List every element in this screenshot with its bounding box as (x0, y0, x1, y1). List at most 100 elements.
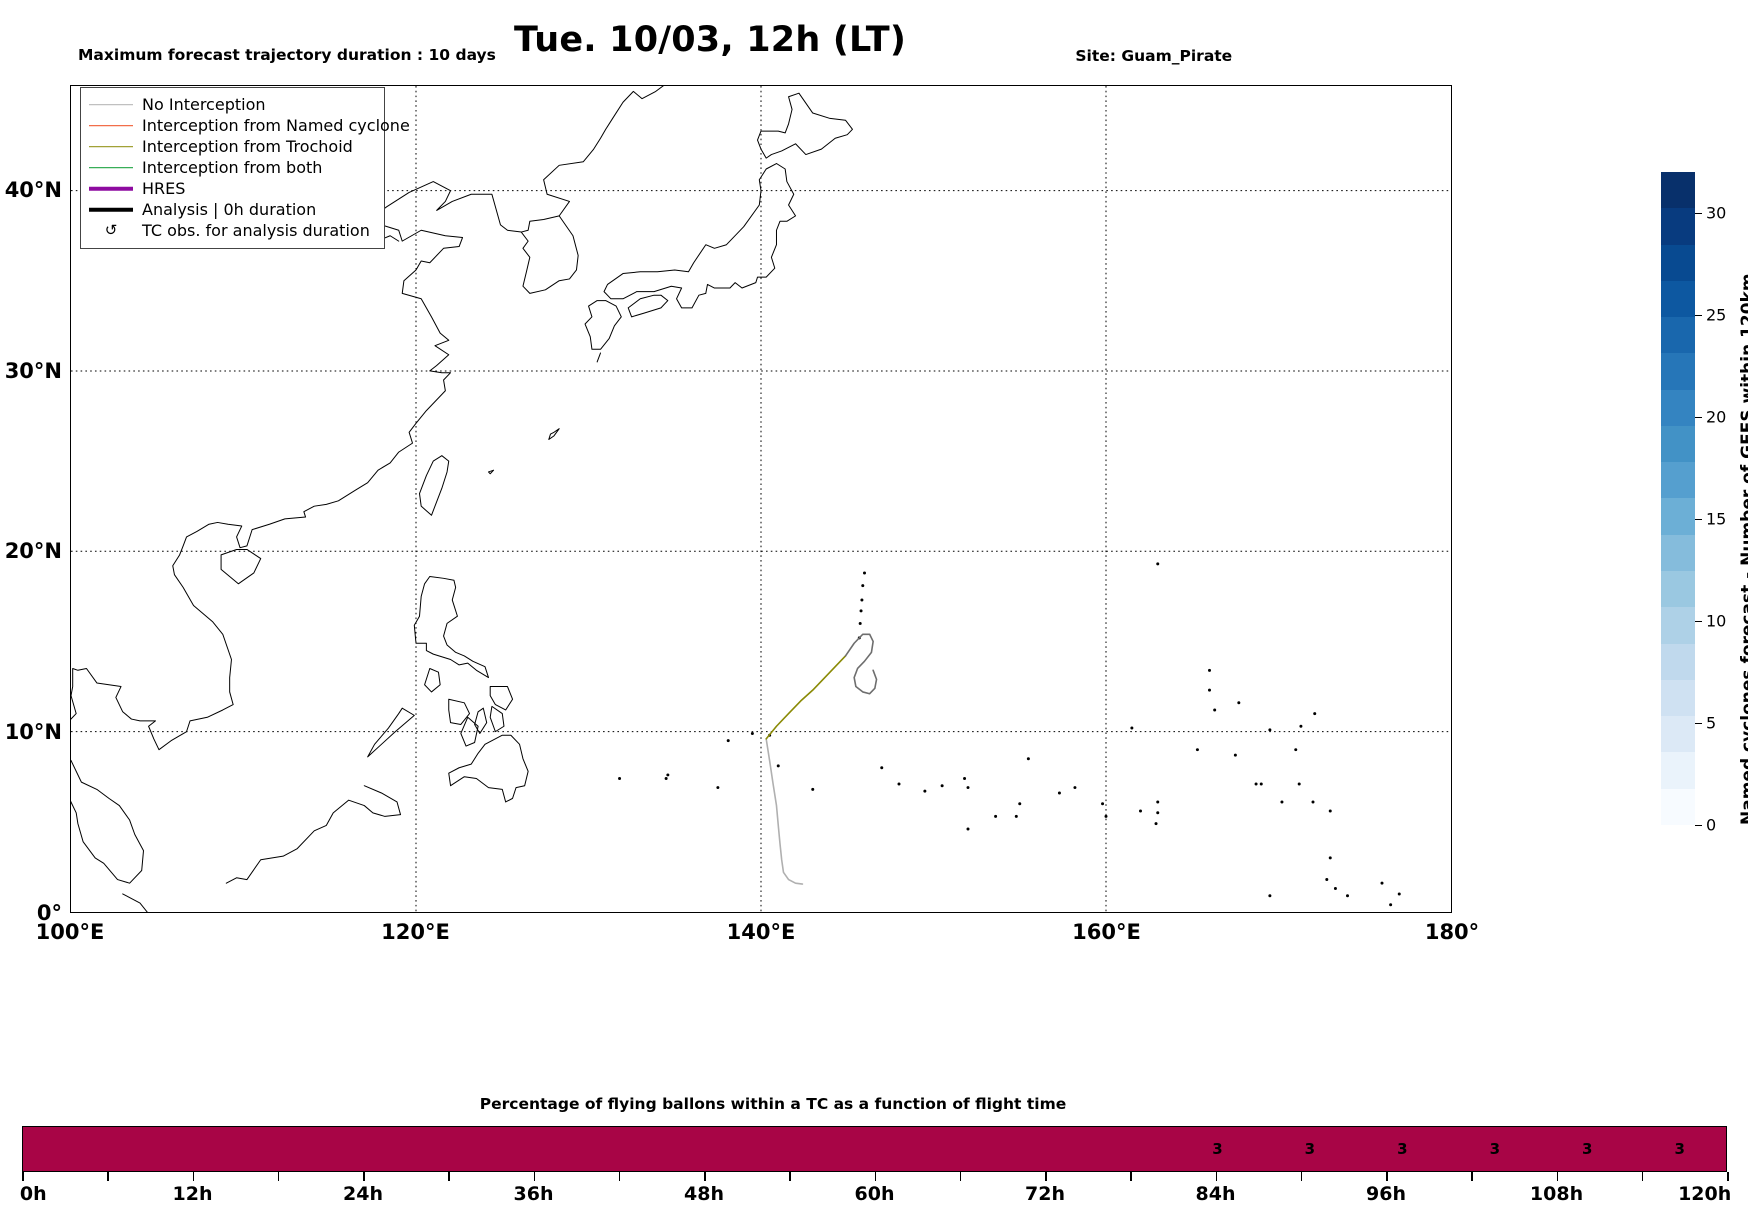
island-marker (1328, 809, 1332, 813)
percentage-bar-cell: 3 (1171, 1127, 1264, 1171)
percentage-bar-cell (1089, 1127, 1172, 1171)
legend-color-swatch (89, 140, 133, 154)
legend-item: Analysis | 0h duration (89, 199, 376, 220)
colorbar-tick (1695, 620, 1702, 623)
y-tick-label: 20°N (4, 539, 62, 564)
percentage-axis-tick (1300, 1172, 1303, 1181)
colorbar-gradient (1661, 172, 1695, 825)
percentage-bar-cell (1007, 1127, 1090, 1171)
island-marker (1156, 811, 1160, 815)
island-marker (1026, 757, 1030, 761)
island-marker (1389, 903, 1393, 907)
coastline-segment (448, 698, 471, 725)
coastline-segment (548, 428, 560, 440)
x-tick-label: 120°E (381, 920, 450, 944)
colorbar-tick (1695, 825, 1702, 827)
island-marker (1208, 688, 1211, 692)
percentage-bar-cell: 3 (1633, 1127, 1726, 1171)
island-marker (897, 782, 901, 786)
percentage-bar-cell (433, 1127, 516, 1171)
island-marker (1156, 800, 1160, 804)
island-marker (940, 784, 944, 788)
colorbar-segment (1661, 244, 1695, 281)
island-marker (1014, 814, 1018, 818)
colorbar-tick (1695, 722, 1702, 725)
legend-item: No Interception (89, 94, 376, 115)
colorbar-segment (1661, 607, 1695, 644)
percentage-axis-tick (1045, 1172, 1047, 1181)
island-marker (666, 773, 670, 777)
island-marker (1233, 753, 1237, 757)
percentage-bar-cell (761, 1127, 844, 1171)
percentage-bar-cell (925, 1127, 1008, 1171)
island-marker (750, 731, 754, 735)
island-marker (923, 789, 927, 793)
colorbar-tick-label: 15 (1706, 509, 1727, 529)
percentage-axis-tick (22, 1172, 24, 1181)
legend-color-swatch (89, 182, 133, 196)
percentage-bar-caption: Percentage of flying ballons within a TC… (479, 1095, 1067, 1113)
colorbar-segment (1661, 788, 1695, 825)
percentage-bar-cell (597, 1127, 680, 1171)
map-canvas (71, 86, 1451, 912)
legend-item-label: HRES (142, 179, 186, 198)
island-marker (1333, 887, 1337, 891)
colorbar-segment (1661, 534, 1695, 572)
coastline-segment (71, 181, 522, 884)
legend-item-label: TC obs. for analysis duration (142, 221, 370, 240)
colorbar-tick-label: 25 (1706, 305, 1727, 325)
island-marker (1213, 708, 1217, 712)
island-marker (1268, 894, 1272, 898)
trajectory-path (765, 738, 804, 885)
percentage-axis-tick (959, 1172, 962, 1181)
coastline-segment (757, 92, 853, 159)
legend-item: Interception from Trochoid (89, 136, 376, 157)
percentage-axis-tick (107, 1172, 109, 1181)
percentage-axis-label: 0h (19, 1183, 47, 1205)
y-tick-label: 0° (36, 901, 62, 925)
percentage-bar-axis: 0h 12h 24h 36h 48h 60h 72h 84h 96h 108h 120h (19, 1172, 1731, 1212)
island-marker (1380, 881, 1384, 885)
colorbar-segment (1661, 643, 1695, 680)
colorbar-tick-label: 5 (1706, 713, 1717, 733)
trajectory-path (765, 655, 847, 740)
island-marker (880, 766, 884, 770)
coastline-segment (474, 707, 488, 734)
percentage-bar-cell: 3 (1263, 1127, 1357, 1171)
island-marker (1313, 712, 1317, 716)
coastline-segment (584, 300, 622, 350)
x-tick-label: 140°E (726, 920, 796, 944)
island-marker (1297, 782, 1301, 786)
percentage-bar-cell (105, 1127, 188, 1171)
x-tick-label: 160°E (1072, 920, 1141, 944)
percentage-axis-tick (448, 1172, 450, 1181)
colorbar-segment (1661, 716, 1695, 753)
island-marker (1154, 822, 1158, 826)
percentage-axis-tick (1386, 1172, 1388, 1181)
colorbar-tick (1695, 518, 1702, 521)
colorbar-tick-label: 0 (1706, 815, 1717, 835)
percentage-bar-cell (843, 1127, 926, 1171)
percentage-axis-tick (789, 1172, 791, 1181)
colorbar-tick (1695, 314, 1702, 317)
island-marker (1299, 724, 1303, 728)
island-marker (1156, 562, 1160, 566)
legend-item-label: Analysis | 0h duration (142, 200, 317, 219)
percentage-axis-tick (704, 1172, 706, 1181)
colorbar-segment (1661, 317, 1695, 354)
island-marker (1237, 701, 1241, 705)
y-tick-label: 40°N (4, 177, 62, 202)
legend-color-swatch (89, 203, 133, 217)
island-marker (1104, 814, 1108, 818)
island-marker (860, 598, 864, 602)
island-marker (618, 777, 622, 781)
colorbar-tick (1695, 212, 1702, 215)
x-tick-label: 100°E (35, 920, 105, 944)
island-marker (966, 827, 970, 831)
island-marker (861, 584, 865, 588)
island-marker (664, 777, 668, 781)
island-marker (963, 777, 967, 781)
island-marker (811, 787, 815, 791)
coastline-segment (489, 686, 514, 711)
